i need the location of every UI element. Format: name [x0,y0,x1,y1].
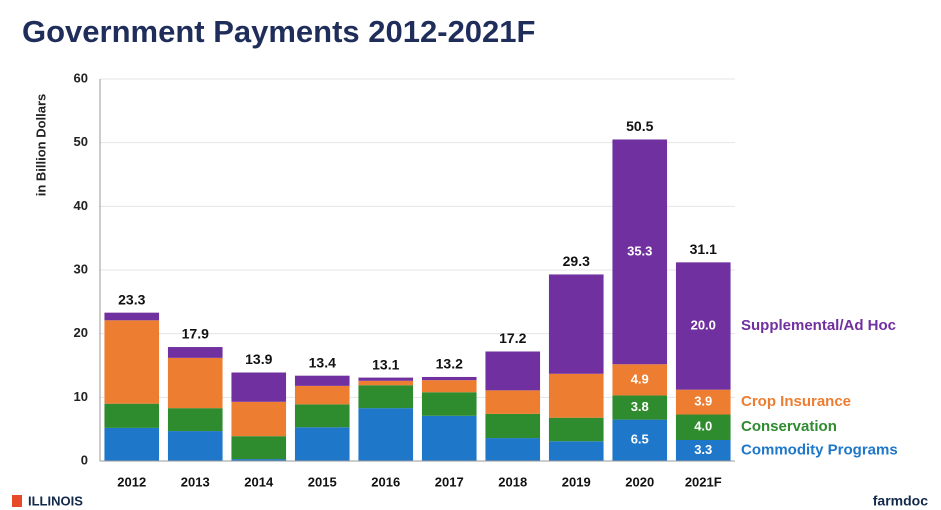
x-tick-label: 2013 [181,474,210,489]
total-label: 13.2 [436,356,463,372]
bar-segment [358,380,414,386]
bar-segment [231,436,287,460]
x-tick-label: 2014 [244,474,274,489]
bar-segment [485,413,541,439]
bar-segment [612,419,668,461]
bar-segment [294,385,350,405]
bar-segment [485,390,541,414]
x-tick-label: 2018 [498,474,527,489]
bar-segment [294,427,350,461]
bar-segment [612,364,668,396]
bar-segment [675,414,731,440]
x-tick-label: 2012 [117,474,146,489]
x-tick-label: 2017 [435,474,464,489]
bar-segment [294,375,350,386]
x-tick-label: 2021F [685,474,722,489]
bar-segment [548,274,604,374]
footer-left: ILLINOIS [28,493,83,508]
y-tick-label: 10 [74,389,88,404]
segment-label: 3.9 [694,394,712,409]
bar-segment [231,401,287,437]
total-label: 13.4 [309,354,336,370]
total-label: 13.1 [372,356,399,372]
footer-right: farmdoc [873,493,928,509]
bar-segment [231,372,287,402]
legend-label: Commodity Programs [741,441,898,458]
segment-label: 4.0 [694,419,712,434]
segment-label: 4.9 [631,371,649,386]
bar-segment [612,395,668,420]
y-axis-label: in Billion Dollars [33,94,48,197]
bar-segment [548,373,604,418]
segment-label: 3.8 [631,399,649,414]
bar-segment [421,376,477,381]
y-tick-label: 0 [81,452,88,467]
bar-segment [548,441,604,461]
legend-label: Supplemental/Ad Hoc [741,317,896,334]
y-tick-label: 50 [74,134,88,149]
total-label: 13.9 [245,351,272,367]
segment-label: 20.0 [691,317,716,332]
bar-segment [421,415,477,461]
x-tick-label: 2015 [308,474,337,489]
y-tick-label: 60 [74,70,88,85]
bar-segment [104,427,160,461]
bar-segment [358,377,414,381]
logo-mark [12,495,22,507]
total-label: 50.5 [626,118,653,134]
bar-segment [167,408,223,432]
total-label: 29.3 [563,253,590,269]
x-tick-label: 2019 [562,474,591,489]
bar-segment [294,404,350,428]
bar-segment [167,347,223,358]
segment-label: 6.5 [631,432,649,447]
bar-segment [548,417,604,442]
y-tick-label: 40 [74,198,88,213]
bar-segment [358,408,414,461]
bar-segment [104,320,160,404]
bar-segment [612,139,668,365]
bar-segment [231,459,287,461]
y-tick-label: 30 [74,261,88,276]
chart-title: Government Payments 2012-2021F [22,14,535,49]
y-tick-label: 20 [74,325,88,340]
total-label: 23.3 [118,291,145,307]
bar-segment [421,392,477,416]
legend-label: Crop Insurance [741,393,851,410]
segment-label: 35.3 [627,243,652,258]
bar-segment [675,389,731,415]
total-label: 17.9 [182,326,209,342]
x-tick-label: 2016 [371,474,400,489]
bar-segment [104,403,160,428]
bar-segment [675,262,731,390]
bar-segment [485,438,541,461]
segment-label: 3.3 [694,442,712,457]
bar-segment [167,431,223,461]
total-label: 17.2 [499,330,526,346]
bar-segment [167,357,223,409]
bar-segment [421,380,477,393]
total-label: 31.1 [690,241,717,257]
bar-segment [485,351,541,391]
bar-segment [358,385,414,409]
legend-label: Conservation [741,418,837,435]
bar-segment [104,312,160,321]
x-tick-label: 2020 [625,474,654,489]
bar-segment [675,439,731,461]
